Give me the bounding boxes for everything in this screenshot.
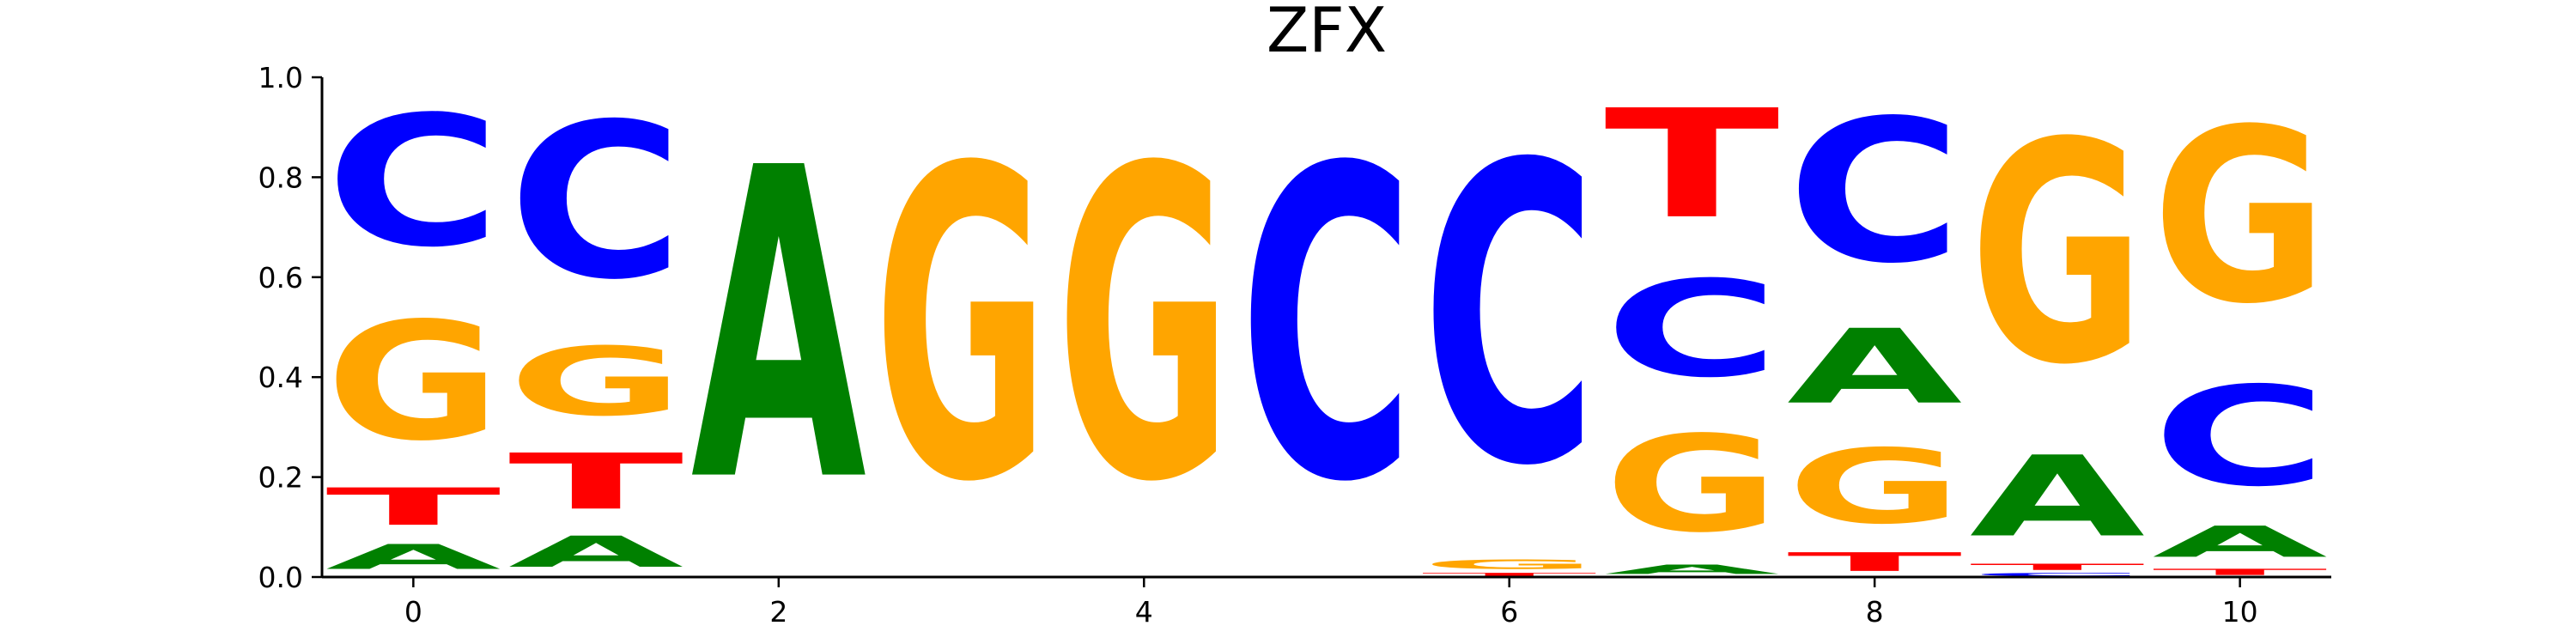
logo-letter-g-pos0: G — [325, 289, 501, 477]
logo-letter-g-pos1: G — [508, 328, 683, 437]
logo-letter-c-pos8: C — [1787, 79, 1962, 307]
logo-letter-c-pos9: C — [1970, 572, 2145, 577]
logo-letter-c-pos1: C — [508, 78, 683, 326]
logo-letter-t-pos10: T — [2153, 567, 2328, 577]
x-tick-label: 8 — [1866, 595, 1884, 629]
logo-letter-a-pos1: A — [508, 527, 683, 577]
x-tick-label: 10 — [2222, 595, 2258, 629]
x-tick-label: 6 — [1500, 595, 1518, 629]
logo-letter-c-pos6: C — [1422, 79, 1597, 556]
logo-letter-g-pos3: G — [873, 78, 1048, 575]
logo-letter-g-pos10: G — [2153, 79, 2328, 357]
logo-letter-t-pos0: T — [325, 477, 501, 537]
x-tick-label: 2 — [769, 595, 787, 629]
x-tick-label: 4 — [1135, 595, 1153, 629]
logo-letter-t-pos6: T — [1422, 572, 1597, 577]
logo-letter-t-pos9: T — [1970, 562, 2145, 573]
logo-letter-g-pos9: G — [1970, 78, 2145, 432]
logo-letter-g-pos7: G — [1604, 407, 1779, 562]
y-tick-label: 0.2 — [258, 461, 303, 495]
logo-letter-c-pos0: C — [325, 79, 501, 288]
y-tick-label: 0.8 — [258, 161, 303, 194]
logo-letter-a-pos8: A — [1787, 308, 1962, 428]
logo-letter-a-pos0: A — [325, 538, 501, 577]
logo-letter-a-pos7: A — [1604, 562, 1779, 577]
logo-letter-a-pos9: A — [1970, 432, 2145, 562]
chart-title: ZFX — [1267, 0, 1387, 66]
y-tick-label: 0.4 — [258, 361, 303, 394]
logo-letter-g-pos4: G — [1056, 78, 1231, 575]
logo-letter-t-pos7: T — [1604, 78, 1779, 252]
y-tick-label: 0.0 — [258, 561, 303, 594]
logo-letter-t-pos1: T — [508, 438, 683, 527]
logo-letter-c-pos7: C — [1604, 253, 1779, 408]
x-tick-label: 0 — [404, 595, 422, 629]
logo-letter-g-pos6: G — [1422, 557, 1597, 572]
axes: 0.0 0.2 0.4 0.6 0.8 1.0 0 2 4 6 8 10 — [258, 61, 2331, 629]
logo-letter-t-pos8: T — [1787, 547, 1962, 577]
y-tick-label: 1.0 — [258, 61, 303, 94]
logo-letter-g-pos8: G — [1787, 428, 1962, 547]
logo-letter-c-pos10: C — [2153, 358, 2328, 517]
logo-letter-a-pos2: A — [691, 77, 868, 575]
y-tick-label: 0.6 — [258, 261, 303, 295]
logo-letter-a-pos10: A — [2153, 517, 2328, 567]
logo-letter-c-pos5: C — [1239, 79, 1414, 576]
